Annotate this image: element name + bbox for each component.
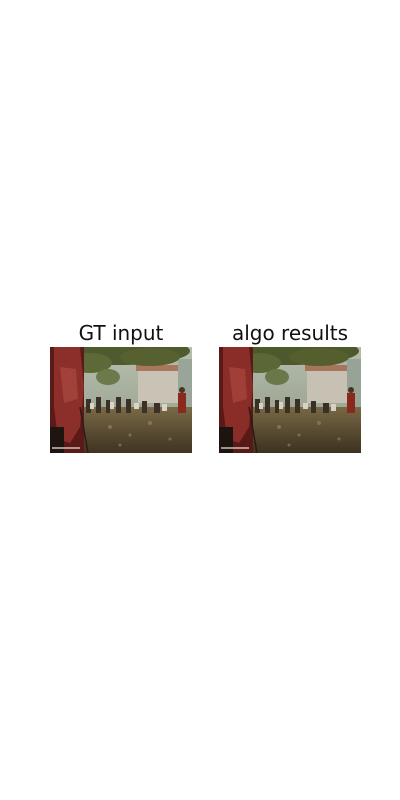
figure-panel-gt-input: GT input (50, 320, 192, 453)
street-scene-photo (219, 347, 361, 453)
street-scene-photo (50, 347, 192, 453)
panel-title: GT input (78, 321, 164, 345)
figure-panel-algo-results: algo results (219, 320, 361, 453)
panel-title: algo results (231, 321, 349, 345)
